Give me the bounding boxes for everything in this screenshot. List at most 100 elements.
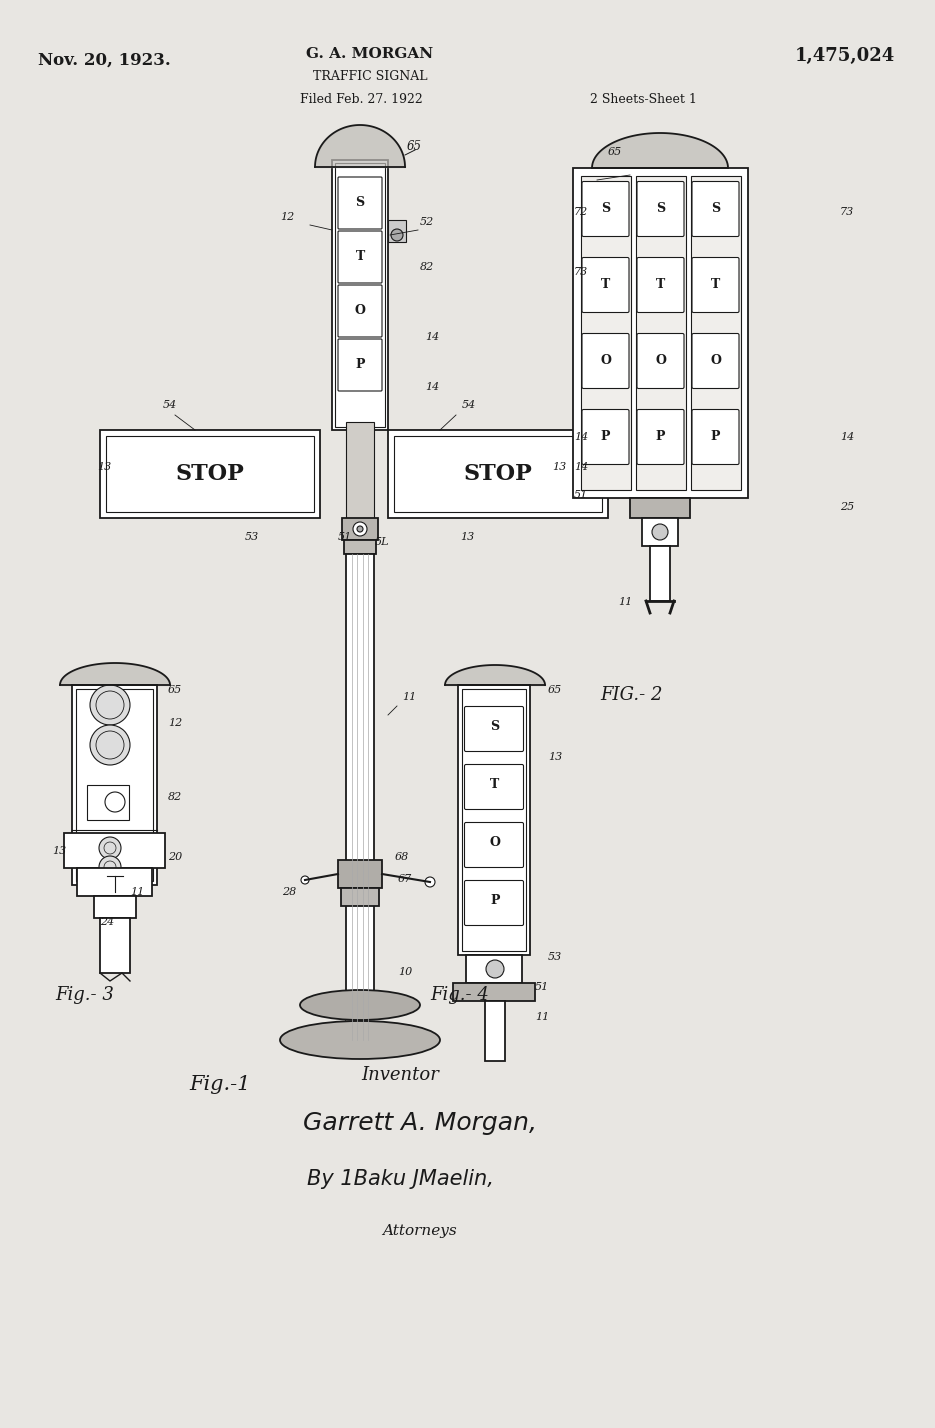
FancyBboxPatch shape	[465, 764, 524, 810]
Text: O: O	[354, 304, 366, 317]
Text: 14: 14	[574, 433, 588, 443]
FancyBboxPatch shape	[692, 257, 739, 313]
Text: 14: 14	[574, 463, 588, 473]
Text: O: O	[600, 354, 611, 367]
Circle shape	[99, 855, 121, 878]
Text: 2 Sheets-Sheet 1: 2 Sheets-Sheet 1	[590, 93, 697, 106]
Text: 72: 72	[574, 207, 588, 217]
Text: P: P	[711, 430, 720, 444]
Text: 13: 13	[52, 845, 66, 855]
Text: T: T	[711, 278, 720, 291]
FancyBboxPatch shape	[342, 518, 378, 540]
Text: 1,475,024: 1,475,024	[795, 47, 895, 66]
FancyBboxPatch shape	[572, 169, 747, 498]
FancyBboxPatch shape	[637, 181, 684, 237]
Text: 13: 13	[552, 463, 567, 473]
FancyBboxPatch shape	[458, 685, 530, 955]
FancyBboxPatch shape	[630, 498, 690, 518]
Text: 73: 73	[840, 207, 855, 217]
Text: 25: 25	[840, 503, 855, 513]
FancyBboxPatch shape	[64, 833, 165, 868]
FancyBboxPatch shape	[637, 257, 684, 313]
FancyBboxPatch shape	[637, 410, 684, 464]
Text: S: S	[355, 197, 365, 210]
FancyBboxPatch shape	[465, 881, 524, 925]
FancyBboxPatch shape	[338, 231, 382, 283]
Text: FIG.- 2: FIG.- 2	[600, 685, 663, 704]
Text: 28: 28	[282, 887, 296, 897]
Text: 11: 11	[402, 693, 416, 703]
Text: 53: 53	[548, 952, 562, 962]
Text: 82: 82	[420, 261, 434, 271]
Text: T: T	[490, 778, 499, 791]
FancyBboxPatch shape	[582, 334, 629, 388]
FancyBboxPatch shape	[388, 220, 406, 241]
Text: 73: 73	[574, 267, 588, 277]
Text: Fig.- 3: Fig.- 3	[55, 985, 114, 1004]
Text: 14: 14	[425, 383, 439, 393]
FancyBboxPatch shape	[650, 545, 670, 601]
FancyBboxPatch shape	[692, 181, 739, 237]
Text: 68: 68	[395, 853, 410, 863]
Circle shape	[425, 877, 435, 887]
Circle shape	[357, 526, 363, 533]
Text: 54: 54	[163, 400, 178, 410]
FancyBboxPatch shape	[338, 177, 382, 228]
Ellipse shape	[300, 990, 420, 1020]
Text: 13: 13	[97, 463, 111, 473]
FancyBboxPatch shape	[465, 707, 524, 751]
Text: 13: 13	[460, 533, 474, 543]
Text: T: T	[355, 250, 365, 264]
Text: 12: 12	[280, 211, 295, 221]
FancyBboxPatch shape	[465, 823, 524, 867]
Text: 54: 54	[462, 400, 476, 410]
Text: G. A. MORGAN: G. A. MORGAN	[307, 47, 434, 61]
Text: 11: 11	[130, 887, 144, 897]
Ellipse shape	[280, 1021, 440, 1060]
Text: 51: 51	[574, 490, 588, 500]
FancyBboxPatch shape	[346, 423, 374, 526]
Text: 14: 14	[425, 331, 439, 341]
FancyBboxPatch shape	[77, 868, 152, 895]
FancyBboxPatch shape	[341, 888, 379, 905]
Text: O: O	[490, 837, 500, 850]
Circle shape	[90, 725, 130, 765]
Text: 12: 12	[168, 718, 182, 728]
Text: 51: 51	[535, 982, 549, 992]
Text: T: T	[601, 278, 611, 291]
Text: Fig.-1: Fig.-1	[189, 1075, 251, 1094]
Text: S: S	[711, 203, 720, 216]
Text: P: P	[601, 430, 611, 444]
Text: P: P	[355, 358, 365, 371]
Circle shape	[486, 960, 504, 978]
Circle shape	[353, 523, 367, 536]
Text: 24: 24	[100, 917, 114, 927]
Text: S: S	[491, 721, 499, 734]
Circle shape	[652, 524, 668, 540]
Text: 11: 11	[618, 597, 632, 607]
FancyBboxPatch shape	[581, 176, 630, 490]
Text: 11: 11	[535, 1012, 549, 1022]
FancyBboxPatch shape	[87, 785, 129, 820]
Text: 20: 20	[168, 853, 182, 863]
Text: O: O	[655, 354, 666, 367]
FancyBboxPatch shape	[332, 160, 388, 430]
FancyBboxPatch shape	[637, 334, 684, 388]
Circle shape	[90, 685, 130, 725]
Circle shape	[391, 228, 403, 241]
Text: STOP: STOP	[464, 463, 532, 486]
FancyBboxPatch shape	[692, 334, 739, 388]
FancyBboxPatch shape	[691, 176, 741, 490]
Text: 65: 65	[168, 685, 182, 695]
Text: Garrett A. Morgan,: Garrett A. Morgan,	[303, 1111, 537, 1135]
FancyBboxPatch shape	[346, 554, 374, 1040]
Circle shape	[301, 875, 309, 884]
FancyBboxPatch shape	[344, 540, 376, 554]
FancyBboxPatch shape	[636, 176, 685, 490]
FancyBboxPatch shape	[582, 181, 629, 237]
Text: S: S	[601, 203, 610, 216]
Text: 51: 51	[338, 533, 352, 543]
Text: Inventor: Inventor	[361, 1065, 439, 1084]
Text: 65: 65	[548, 685, 562, 695]
FancyBboxPatch shape	[94, 895, 136, 918]
